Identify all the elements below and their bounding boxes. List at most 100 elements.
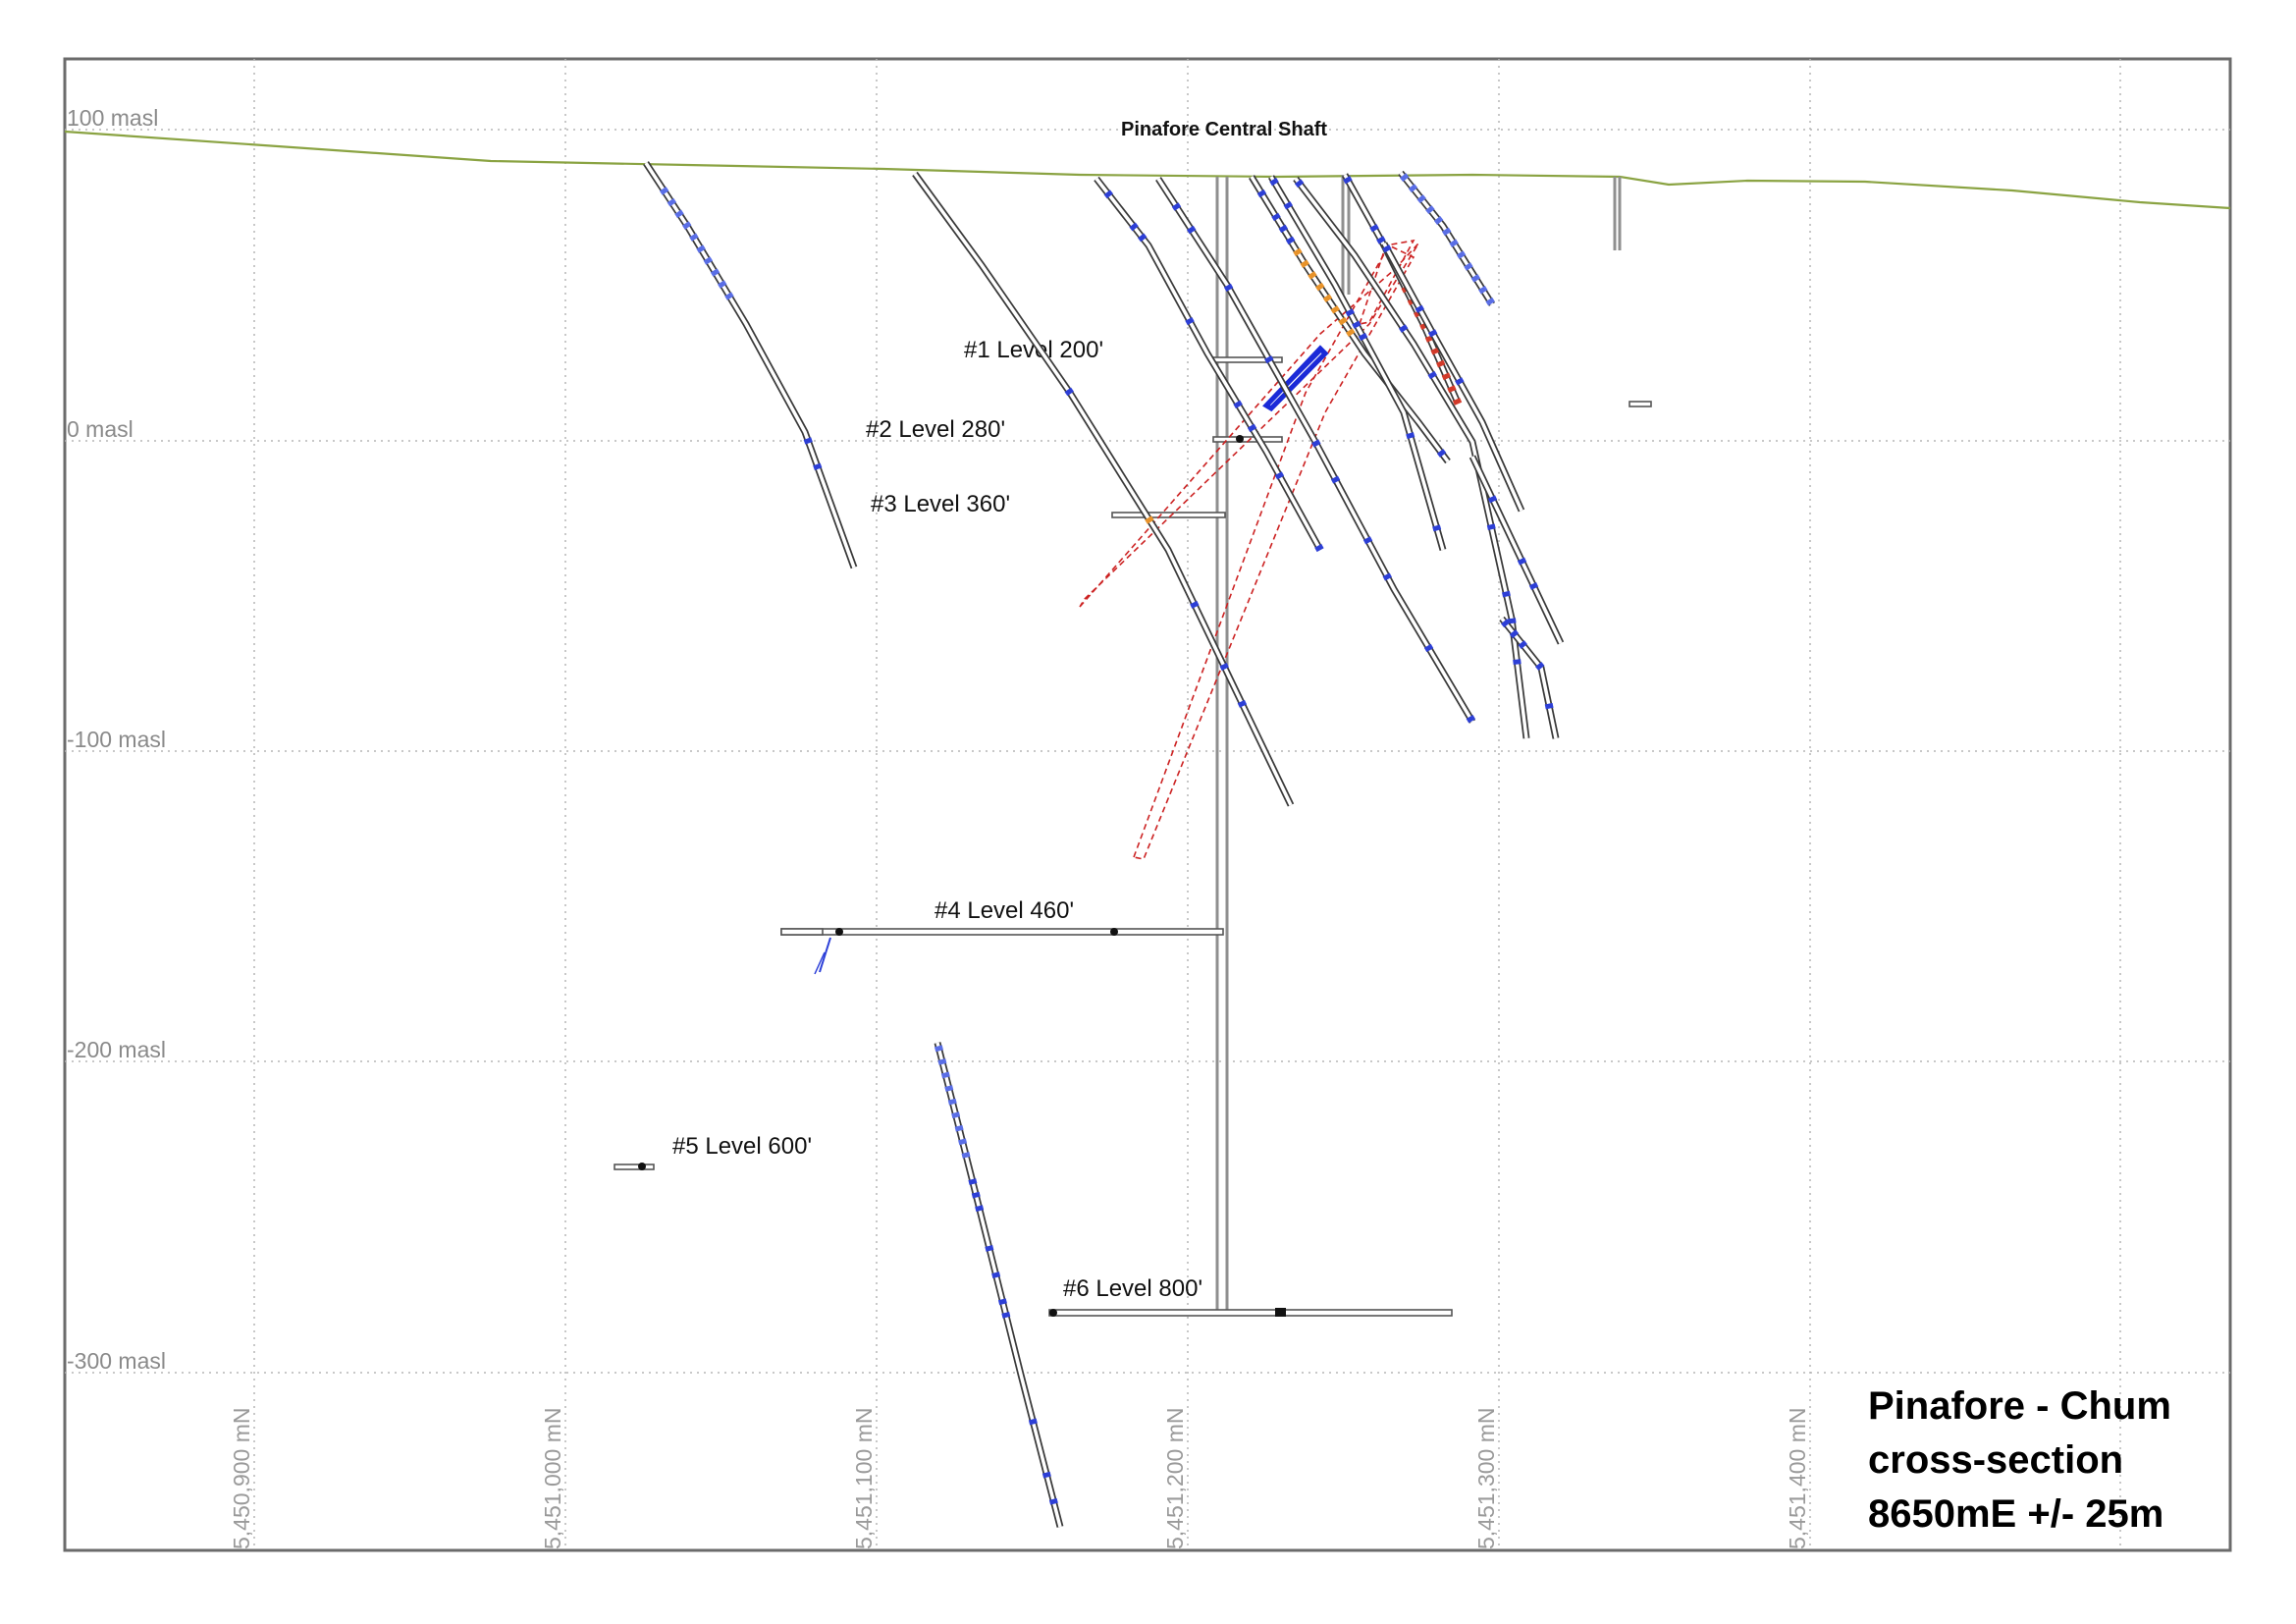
assay-interval-mark [1278,224,1289,234]
assay-interval-mark [985,1245,994,1252]
assay-interval-mark [975,1205,985,1213]
assay-interval-mark [1293,247,1303,257]
assay-interval-mark [1464,262,1473,271]
assay-interval-mark [659,187,669,195]
assay-interval-mark [937,1057,947,1065]
assay-interval-mark [1518,640,1527,650]
assay-interval-mark [1311,439,1321,448]
assay-interval-mark [1041,1471,1051,1479]
assay-interval-mark [1436,449,1447,458]
assay-interval-mark [1382,244,1392,253]
drill-hole-trace [1499,616,1560,739]
assay-interval-mark [1430,347,1440,355]
elevation-grid [65,129,2230,1374]
drill-hole-trace [643,161,858,569]
drill-hole-core [644,162,856,568]
northing-label-451000: 5,451,000 mN [540,1408,565,1549]
assay-interval-mark [1338,316,1348,326]
assay-interval-mark [1247,423,1257,433]
assay-interval-mark [1346,328,1356,337]
section-title-line-2: cross-section [1868,1438,2123,1482]
assay-interval-mark [1485,297,1495,306]
assay-interval-mark [1300,259,1309,268]
northing-label-450900: 5,450,900 mN [229,1408,254,1549]
assay-interval-mark [1487,495,1498,504]
assay-interval-mark [1447,385,1457,394]
assay-interval-mark [1103,189,1113,199]
assay-interval-mark [689,233,699,242]
assay-interval-mark [1502,590,1511,598]
assay-interval-mark [1456,250,1467,259]
level-label-3: #3 Level 360' [871,491,1010,517]
assay-interval-mark [1274,471,1285,480]
northing-grid [253,59,2121,1550]
assay-interval-mark [1064,387,1074,397]
assay-interval-mark [724,292,734,300]
assay-interval-mark [1432,524,1442,532]
drill-hole-core [1095,177,1322,551]
assay-interval-mark [1028,1418,1038,1426]
assay-interval-mark [681,221,692,230]
assay-interval-mark [1362,536,1373,545]
assay-interval-mark [1233,400,1243,409]
assay-interval-mark [961,1151,971,1159]
drill-hole-core [913,172,1293,806]
assay-interval-mark [1322,294,1333,303]
drill-holes [643,161,1565,1528]
assay-interval-mark [1294,179,1305,189]
assay-interval-mark [971,1191,981,1199]
assay-interval-mark [813,462,823,470]
assay-interval-mark [1452,398,1463,406]
assay-interval-mark [1470,274,1481,283]
assay-interval-mark [1308,271,1317,280]
drill-hole-core [1382,243,1523,512]
assay-interval-mark [1271,212,1281,222]
drill-hole-core [1269,176,1445,551]
assay-interval-mark [1171,202,1182,211]
drill-hole-trace [1341,173,1462,405]
map-frame [63,57,2232,1552]
assay-interval-mark [958,1138,968,1146]
assay-interval-mark [1408,184,1418,193]
assay-interval-mark [1508,618,1517,624]
assay-interval-mark [1314,543,1324,553]
assay-interval-mark [803,437,813,445]
assay-interval-mark [1425,205,1435,214]
assay-interval-mark [1436,359,1446,368]
assay-interval-mark [1427,370,1437,380]
assay-interval-mark [944,1085,954,1092]
elevation-label-minus200: -200 masl [67,1037,166,1062]
northing-label-451100: 5,451,100 mN [851,1408,877,1549]
drill-hole-core [1470,456,1563,644]
assay-interval-mark [1433,216,1444,225]
assay-interval-mark [1256,189,1267,198]
assay-interval-mark [1441,372,1451,381]
assay-interval-mark [1376,236,1386,244]
drill-hole-core [1399,171,1494,305]
level-label-2: #2 Level 280' [866,416,1005,443]
assay-interval-mark [1544,702,1554,710]
assay-interval-mark [710,268,721,277]
assay-interval-mark [1509,629,1520,639]
assay-interval-mark [1455,377,1465,386]
assay-interval-mark [703,256,714,265]
assay-interval-mark [968,1178,978,1185]
elevation-label-minus100: -100 masl [67,727,166,752]
assay-interval-mark [1478,286,1488,295]
assay-interval-mark [951,1111,961,1119]
assay-interval-mark [1343,176,1353,185]
assay-interval-mark [1501,619,1511,628]
northing-label-451300: 5,451,300 mN [1473,1408,1499,1549]
assay-interval-mark [1219,662,1229,671]
assay-interval-mark [1400,173,1410,183]
drill-hole-trace [912,171,1295,807]
assay-interval-mark [1517,557,1527,566]
level-label-5: #5 Level 600' [672,1133,812,1160]
assay-interval-mark [1285,236,1296,245]
drill-hole-core [1500,617,1558,739]
assay-interval-mark [1486,523,1496,531]
section-title-line-1: Pinafore - Chum [1868,1384,2171,1428]
assay-interval-mark [1423,643,1434,653]
assay-interval-mark [1138,233,1148,243]
